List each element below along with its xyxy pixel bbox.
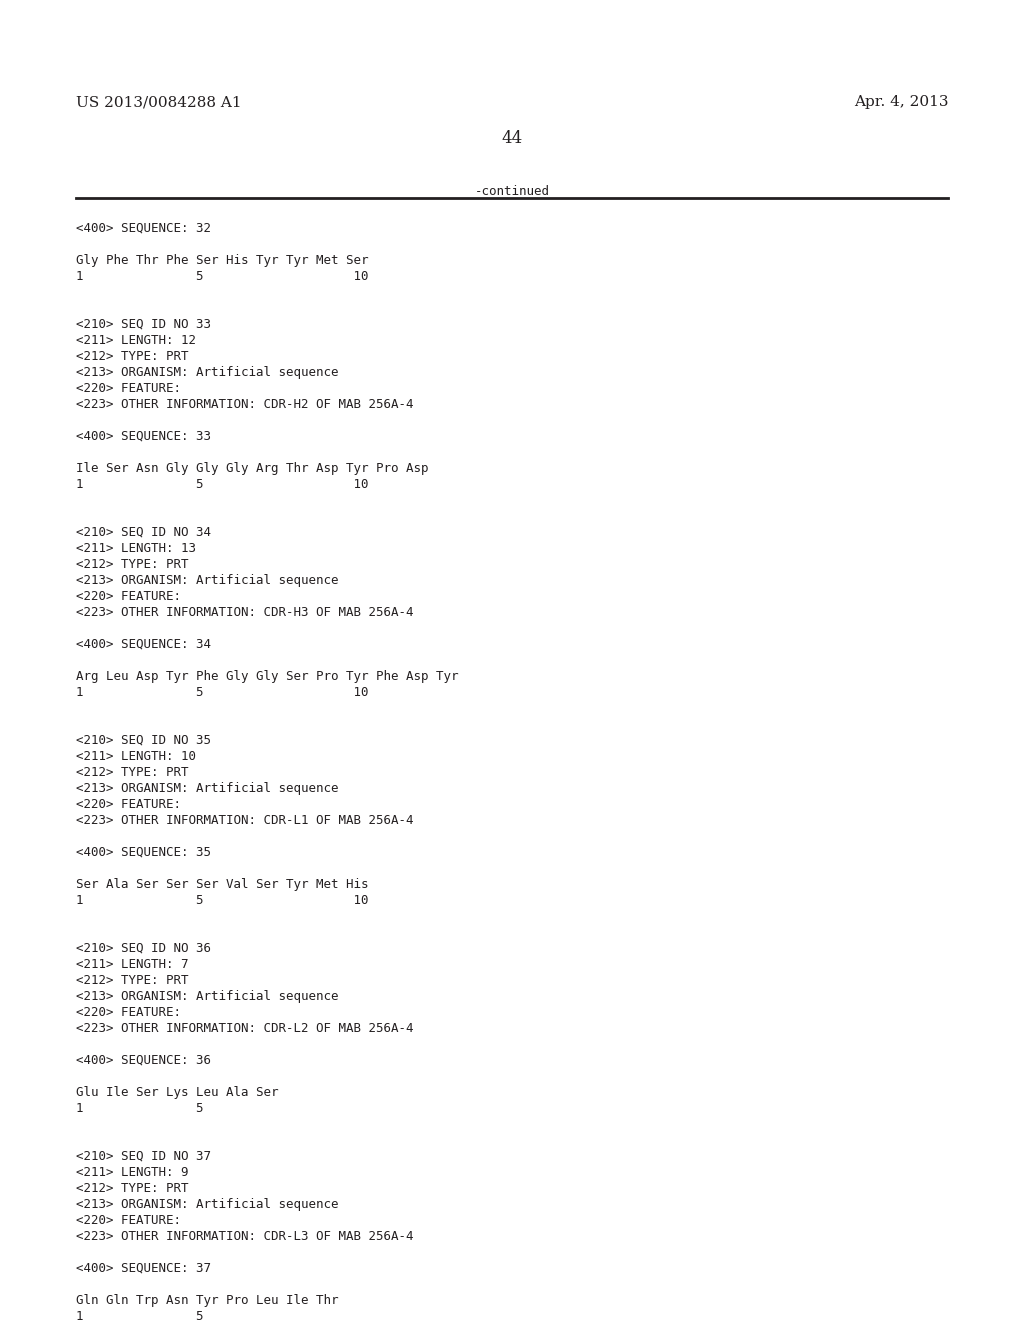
Text: 1               5                    10: 1 5 10 xyxy=(76,686,369,700)
Text: Gly Phe Thr Phe Ser His Tyr Tyr Met Ser: Gly Phe Thr Phe Ser His Tyr Tyr Met Ser xyxy=(76,253,369,267)
Text: <400> SEQUENCE: 36: <400> SEQUENCE: 36 xyxy=(76,1053,211,1067)
Text: 44: 44 xyxy=(502,129,522,147)
Text: <211> LENGTH: 13: <211> LENGTH: 13 xyxy=(76,543,196,554)
Text: <223> OTHER INFORMATION: CDR-H2 OF MAB 256A-4: <223> OTHER INFORMATION: CDR-H2 OF MAB 2… xyxy=(76,399,414,411)
Text: <210> SEQ ID NO 34: <210> SEQ ID NO 34 xyxy=(76,525,211,539)
Text: <220> FEATURE:: <220> FEATURE: xyxy=(76,590,181,603)
Text: <213> ORGANISM: Artificial sequence: <213> ORGANISM: Artificial sequence xyxy=(76,574,339,587)
Text: <223> OTHER INFORMATION: CDR-L3 OF MAB 256A-4: <223> OTHER INFORMATION: CDR-L3 OF MAB 2… xyxy=(76,1230,414,1243)
Text: <400> SEQUENCE: 34: <400> SEQUENCE: 34 xyxy=(76,638,211,651)
Text: <213> ORGANISM: Artificial sequence: <213> ORGANISM: Artificial sequence xyxy=(76,990,339,1003)
Text: <212> TYPE: PRT: <212> TYPE: PRT xyxy=(76,558,188,572)
Text: <223> OTHER INFORMATION: CDR-L1 OF MAB 256A-4: <223> OTHER INFORMATION: CDR-L1 OF MAB 2… xyxy=(76,814,414,828)
Text: Arg Leu Asp Tyr Phe Gly Gly Ser Pro Tyr Phe Asp Tyr: Arg Leu Asp Tyr Phe Gly Gly Ser Pro Tyr … xyxy=(76,671,459,682)
Text: 1               5                    10: 1 5 10 xyxy=(76,478,369,491)
Text: <212> TYPE: PRT: <212> TYPE: PRT xyxy=(76,974,188,987)
Text: <213> ORGANISM: Artificial sequence: <213> ORGANISM: Artificial sequence xyxy=(76,366,339,379)
Text: <211> LENGTH: 9: <211> LENGTH: 9 xyxy=(76,1166,188,1179)
Text: <210> SEQ ID NO 33: <210> SEQ ID NO 33 xyxy=(76,318,211,331)
Text: <210> SEQ ID NO 35: <210> SEQ ID NO 35 xyxy=(76,734,211,747)
Text: <210> SEQ ID NO 37: <210> SEQ ID NO 37 xyxy=(76,1150,211,1163)
Text: <212> TYPE: PRT: <212> TYPE: PRT xyxy=(76,350,188,363)
Text: US 2013/0084288 A1: US 2013/0084288 A1 xyxy=(76,95,242,110)
Text: <220> FEATURE:: <220> FEATURE: xyxy=(76,1006,181,1019)
Text: Ser Ala Ser Ser Ser Val Ser Tyr Met His: Ser Ala Ser Ser Ser Val Ser Tyr Met His xyxy=(76,878,369,891)
Text: <400> SEQUENCE: 37: <400> SEQUENCE: 37 xyxy=(76,1262,211,1275)
Text: Gln Gln Trp Asn Tyr Pro Leu Ile Thr: Gln Gln Trp Asn Tyr Pro Leu Ile Thr xyxy=(76,1294,339,1307)
Text: Apr. 4, 2013: Apr. 4, 2013 xyxy=(854,95,948,110)
Text: <210> SEQ ID NO 36: <210> SEQ ID NO 36 xyxy=(76,942,211,954)
Text: <400> SEQUENCE: 35: <400> SEQUENCE: 35 xyxy=(76,846,211,859)
Text: <213> ORGANISM: Artificial sequence: <213> ORGANISM: Artificial sequence xyxy=(76,781,339,795)
Text: 1               5                    10: 1 5 10 xyxy=(76,271,369,282)
Text: <220> FEATURE:: <220> FEATURE: xyxy=(76,1214,181,1228)
Text: <400> SEQUENCE: 33: <400> SEQUENCE: 33 xyxy=(76,430,211,444)
Text: <212> TYPE: PRT: <212> TYPE: PRT xyxy=(76,766,188,779)
Text: Glu Ile Ser Lys Leu Ala Ser: Glu Ile Ser Lys Leu Ala Ser xyxy=(76,1086,279,1100)
Text: <211> LENGTH: 7: <211> LENGTH: 7 xyxy=(76,958,188,972)
Text: 1               5: 1 5 xyxy=(76,1309,204,1320)
Text: 1               5: 1 5 xyxy=(76,1102,204,1115)
Text: 1               5                    10: 1 5 10 xyxy=(76,894,369,907)
Text: <213> ORGANISM: Artificial sequence: <213> ORGANISM: Artificial sequence xyxy=(76,1199,339,1210)
Text: Ile Ser Asn Gly Gly Gly Arg Thr Asp Tyr Pro Asp: Ile Ser Asn Gly Gly Gly Arg Thr Asp Tyr … xyxy=(76,462,428,475)
Text: <400> SEQUENCE: 32: <400> SEQUENCE: 32 xyxy=(76,222,211,235)
Text: <211> LENGTH: 12: <211> LENGTH: 12 xyxy=(76,334,196,347)
Text: <212> TYPE: PRT: <212> TYPE: PRT xyxy=(76,1181,188,1195)
Text: <211> LENGTH: 10: <211> LENGTH: 10 xyxy=(76,750,196,763)
Text: <223> OTHER INFORMATION: CDR-L2 OF MAB 256A-4: <223> OTHER INFORMATION: CDR-L2 OF MAB 2… xyxy=(76,1022,414,1035)
Text: <220> FEATURE:: <220> FEATURE: xyxy=(76,799,181,810)
Text: <223> OTHER INFORMATION: CDR-H3 OF MAB 256A-4: <223> OTHER INFORMATION: CDR-H3 OF MAB 2… xyxy=(76,606,414,619)
Text: -continued: -continued xyxy=(474,185,550,198)
Text: <220> FEATURE:: <220> FEATURE: xyxy=(76,381,181,395)
